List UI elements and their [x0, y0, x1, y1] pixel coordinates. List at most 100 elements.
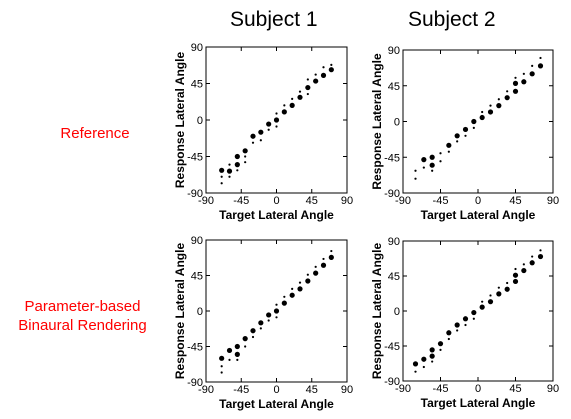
- scatter-point: [522, 263, 525, 266]
- scatter-point: [306, 78, 309, 81]
- x-axis-label: Target Lateral Angle: [421, 208, 536, 222]
- scatter-point: [537, 253, 544, 260]
- scatter-point: [220, 371, 223, 374]
- scatter-point: [479, 304, 485, 310]
- scatter-point: [273, 308, 280, 314]
- scatter-point: [275, 125, 278, 128]
- scatter-point: [512, 80, 519, 86]
- scatter-point: [258, 320, 264, 326]
- x-tick-label: 45: [306, 195, 318, 207]
- column-title-subject-2: Subject 2: [408, 8, 496, 31]
- y-axis-label: Response Lateral Angle: [370, 53, 384, 190]
- x-tick-label: 0: [273, 384, 279, 396]
- y-tick-label: -45: [384, 152, 400, 164]
- scatter-point: [234, 351, 240, 357]
- x-tick-label: 90: [547, 383, 559, 395]
- scatter-point: [220, 175, 223, 178]
- scatter-point: [529, 71, 535, 77]
- row-label-reference: Reference: [35, 124, 155, 143]
- scatter-point: [297, 286, 303, 292]
- x-tick-label: -90: [198, 195, 214, 207]
- scatter-point: [522, 72, 525, 75]
- x-tick-label: 90: [341, 195, 353, 207]
- plot-frame: [402, 49, 554, 194]
- scatter-point: [234, 162, 240, 168]
- x-tick-label: -45: [233, 384, 249, 396]
- scatter-point: [506, 90, 509, 93]
- scatter-point: [454, 133, 460, 139]
- column-title-subject-1: Subject 1: [230, 8, 318, 31]
- scatter-point: [219, 167, 225, 173]
- scatter-point: [439, 152, 442, 155]
- scatter-point: [298, 281, 302, 284]
- scatter-point: [306, 273, 309, 276]
- scatter-point: [531, 64, 534, 67]
- y-axis-label: Response Lateral Angle: [173, 52, 187, 189]
- y-tick-label: 90: [191, 42, 203, 54]
- scatter-point: [289, 292, 295, 298]
- scatter-point: [244, 155, 247, 158]
- scatter-point: [320, 72, 327, 78]
- scatter-point: [514, 267, 517, 271]
- scatter-point: [228, 163, 231, 166]
- y-tick-label: -90: [187, 377, 203, 389]
- scatter-point: [314, 73, 317, 76]
- scatter-point: [472, 126, 475, 129]
- scatter-point: [322, 257, 325, 261]
- scatter-point: [266, 312, 272, 318]
- scatter-panel-rendering-subject-2: -90 -45 0 45 90 90 45 0 -45 -90 Target Lateral Ang…: [370, 236, 559, 410]
- row-label-rendering: Parameter-based Binaural Rendering: [0, 297, 165, 335]
- scatter-point: [281, 300, 287, 306]
- scatter-point: [236, 358, 239, 362]
- scatter-point: [242, 148, 248, 154]
- scatter-point: [305, 278, 311, 284]
- scatter-point: [489, 294, 492, 297]
- scatter-point: [414, 177, 417, 180]
- scatter-point: [267, 128, 270, 131]
- scatter-point: [251, 335, 255, 339]
- scatter-point: [504, 286, 510, 292]
- y-tick-label: 45: [191, 271, 203, 283]
- scatter-point: [496, 291, 502, 297]
- x-tick-label: 0: [273, 195, 279, 207]
- scatter-point: [504, 95, 510, 101]
- scatter-point: [472, 317, 475, 320]
- scatter-point: [220, 182, 223, 185]
- x-axis-label: Target Lateral Angle: [421, 396, 536, 410]
- scatter-point: [226, 347, 233, 354]
- scatter-point: [228, 175, 231, 178]
- scatter-point: [447, 337, 450, 341]
- x-tick-label: -45: [233, 195, 249, 207]
- scatter-point: [431, 169, 434, 172]
- x-axis-label: Target Lateral Angle: [219, 208, 334, 222]
- scatter-point: [471, 309, 477, 316]
- scatter-point: [447, 150, 450, 153]
- scatter-point: [471, 118, 477, 125]
- scatter-point: [313, 270, 319, 276]
- scatter-point: [275, 303, 278, 306]
- scatter-point: [464, 323, 467, 327]
- scatter-point: [283, 104, 286, 107]
- scatter-point: [275, 112, 278, 115]
- scatter-point: [236, 169, 239, 172]
- x-tick-label: -45: [433, 195, 449, 207]
- scatter-point: [456, 140, 459, 143]
- x-axis-label: Target Lateral Angle: [219, 397, 334, 411]
- scatter-point: [291, 287, 294, 291]
- scatter-point: [244, 345, 247, 348]
- scatter-point: [506, 281, 509, 285]
- scatter-point: [412, 361, 419, 367]
- y-tick-label: 45: [388, 81, 400, 93]
- scatter-point: [330, 249, 333, 253]
- scatter-point: [226, 168, 233, 174]
- y-tick-label: -90: [384, 188, 400, 200]
- y-tick-label: -45: [187, 342, 203, 354]
- x-tick-label: -45: [433, 383, 449, 395]
- scatter-point: [512, 278, 519, 285]
- scatter-point: [497, 98, 500, 101]
- y-tick-label: 0: [197, 115, 203, 127]
- scatter-point: [291, 97, 294, 101]
- scatter-point: [479, 114, 485, 121]
- scatter-point: [250, 133, 256, 139]
